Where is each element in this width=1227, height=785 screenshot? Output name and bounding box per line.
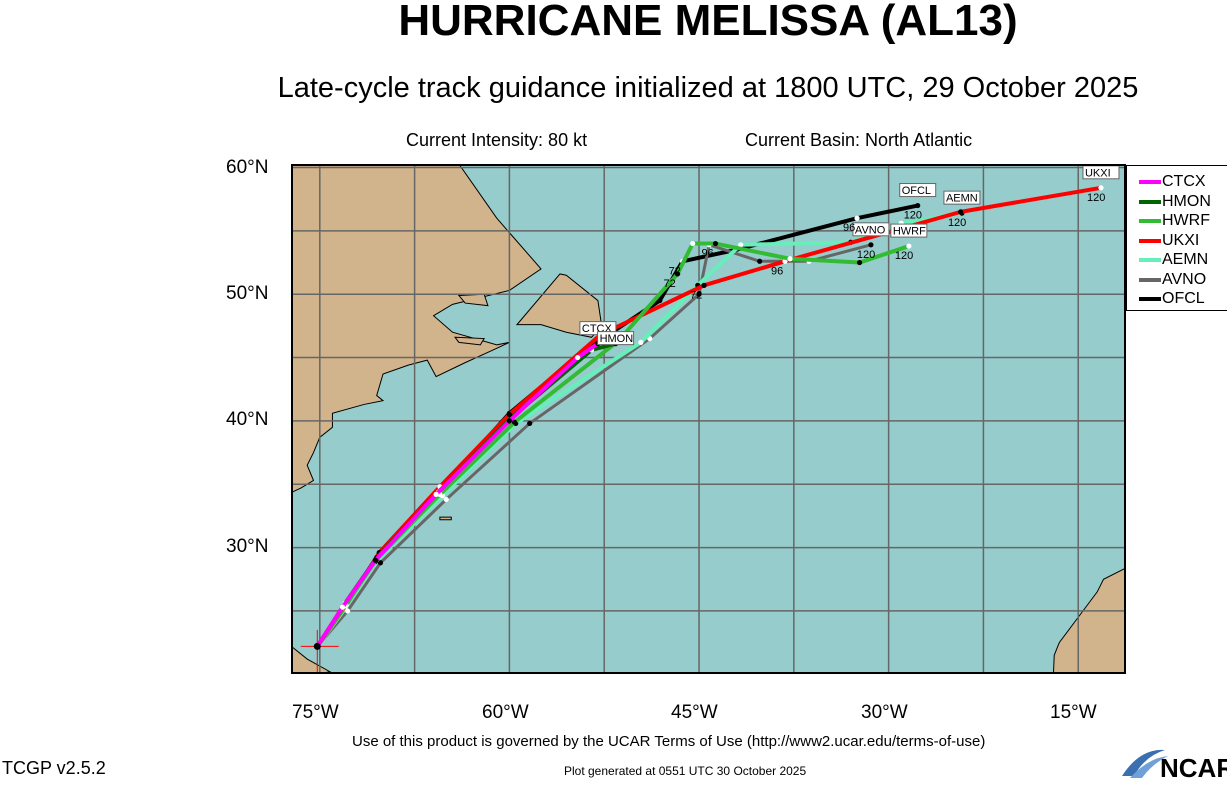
legend-item-hmon: HMON — [1139, 193, 1211, 211]
track-point — [372, 557, 379, 563]
track-end-label-box — [890, 223, 928, 238]
legend-label: AEMN — [1162, 251, 1209, 268]
track-point — [757, 258, 763, 264]
legend: CTCX HMON HWRF UKXI AEMN AVNO OFCL — [1126, 165, 1227, 311]
lat-tick-label: 40°N — [226, 409, 269, 430]
track-point — [433, 491, 439, 497]
track-end-label-box — [943, 190, 981, 205]
legend-item-aemn: AEMN — [1139, 251, 1208, 269]
track-point — [1098, 185, 1104, 191]
forecast-hour-label: 120 — [904, 210, 922, 222]
track-end-label: HMON — [600, 333, 634, 345]
legend-swatch — [1139, 297, 1161, 301]
lat-tick-label: 30°N — [226, 536, 269, 557]
forecast-hour-label: 120 — [857, 249, 875, 261]
track-point — [915, 202, 921, 209]
legend-label: UKXI — [1162, 231, 1200, 249]
legend-swatch — [1139, 219, 1161, 223]
generated-time: Plot generated at 0551 UTC 30 October 20… — [564, 764, 807, 778]
track-end-label: UKXI — [1085, 167, 1111, 179]
track-point — [657, 297, 663, 304]
lat-tick-label: 50°N — [226, 283, 269, 304]
legend-item-ofcl: OFCL — [1139, 290, 1205, 308]
track-point — [690, 240, 696, 247]
legend-swatch — [1139, 180, 1161, 184]
legend-item-ctcx: CTCX — [1139, 173, 1206, 191]
land-mass — [439, 516, 452, 521]
track-end-label: OFCL — [902, 185, 931, 197]
lon-tick-label: 75°W — [292, 702, 339, 723]
legend-label: OFCL — [1162, 290, 1205, 307]
track-point — [511, 419, 518, 425]
forecast-hour-label: 120 — [1087, 192, 1105, 204]
initial-position — [313, 642, 321, 650]
track-point — [906, 243, 912, 249]
forecast-hour-label: 72 — [669, 265, 681, 277]
track-end-label: AVNO — [855, 224, 886, 236]
current-basin: Current Basin: North Atlantic — [745, 130, 973, 150]
lon-tick-label: 45°W — [671, 702, 718, 723]
forecast-hour-label: 120 — [895, 250, 913, 262]
track-point — [738, 242, 744, 248]
track-end-label: AEMN — [946, 193, 978, 205]
track-point — [696, 291, 702, 297]
terms-of-use: Use of this product is governed by the U… — [352, 733, 986, 750]
forecast-hour-label: 120 — [948, 217, 966, 229]
track-point — [575, 354, 581, 361]
legend-label: AVNO — [1162, 270, 1207, 288]
legend-label: CTCX — [1162, 173, 1206, 190]
plot-frame — [291, 164, 1126, 674]
track-point — [377, 560, 384, 566]
lon-tick-label: 30°W — [861, 702, 908, 723]
track-point — [527, 420, 533, 427]
track-point — [674, 271, 681, 277]
legend-item-avno: AVNO — [1139, 271, 1206, 289]
forecast-hour-label: 96 — [843, 222, 855, 234]
page-subtitle: Late-cycle track guidance initialized at… — [277, 72, 1139, 104]
version-label: TCGP v2.5.2 — [2, 758, 106, 778]
track-end-label: HWRF — [893, 226, 926, 238]
land-mass — [345, 674, 364, 685]
ncar-logo: NCAR — [1120, 746, 1227, 785]
track-point — [701, 282, 707, 288]
legend-label: HWRF — [1162, 212, 1210, 229]
track-point — [443, 496, 449, 503]
lon-tick-label: 15°W — [1050, 702, 1097, 723]
page-title: HURRICANE MELISSA (AL13) — [398, 0, 1018, 45]
legend-item-hwrf: HWRF — [1139, 212, 1210, 230]
land-mass — [454, 336, 485, 346]
svg-text:NCAR: NCAR — [1160, 753, 1227, 780]
legend-label: HMON — [1162, 192, 1211, 210]
legend-item-ukxi: UKXI — [1139, 232, 1199, 250]
legend-swatch — [1139, 277, 1161, 282]
track-point — [787, 256, 793, 262]
forecast-hour-label: 72 — [690, 289, 702, 301]
track-point — [854, 215, 860, 221]
track-end-label-box — [597, 331, 635, 346]
track-point — [506, 418, 513, 424]
lat-tick-label: 60°N — [226, 157, 269, 178]
track-point — [339, 604, 346, 610]
forecast-hour-label: 96 — [701, 248, 713, 260]
track-end-label-box — [899, 183, 937, 198]
forecast-hour-label: 72 — [664, 278, 676, 290]
current-intensity: Current Intensity: 80 kt — [406, 130, 588, 150]
track-point — [638, 339, 644, 345]
track-point — [958, 209, 964, 215]
legend-swatch — [1139, 258, 1161, 262]
track-point — [868, 242, 874, 248]
legend-swatch — [1139, 238, 1161, 243]
track-end-label-box — [852, 222, 890, 237]
lon-tick-label: 60°W — [482, 702, 529, 723]
track-point — [712, 240, 719, 247]
forecast-hour-label: 96 — [771, 265, 783, 277]
track-point — [856, 259, 863, 266]
legend-swatch — [1139, 199, 1161, 204]
